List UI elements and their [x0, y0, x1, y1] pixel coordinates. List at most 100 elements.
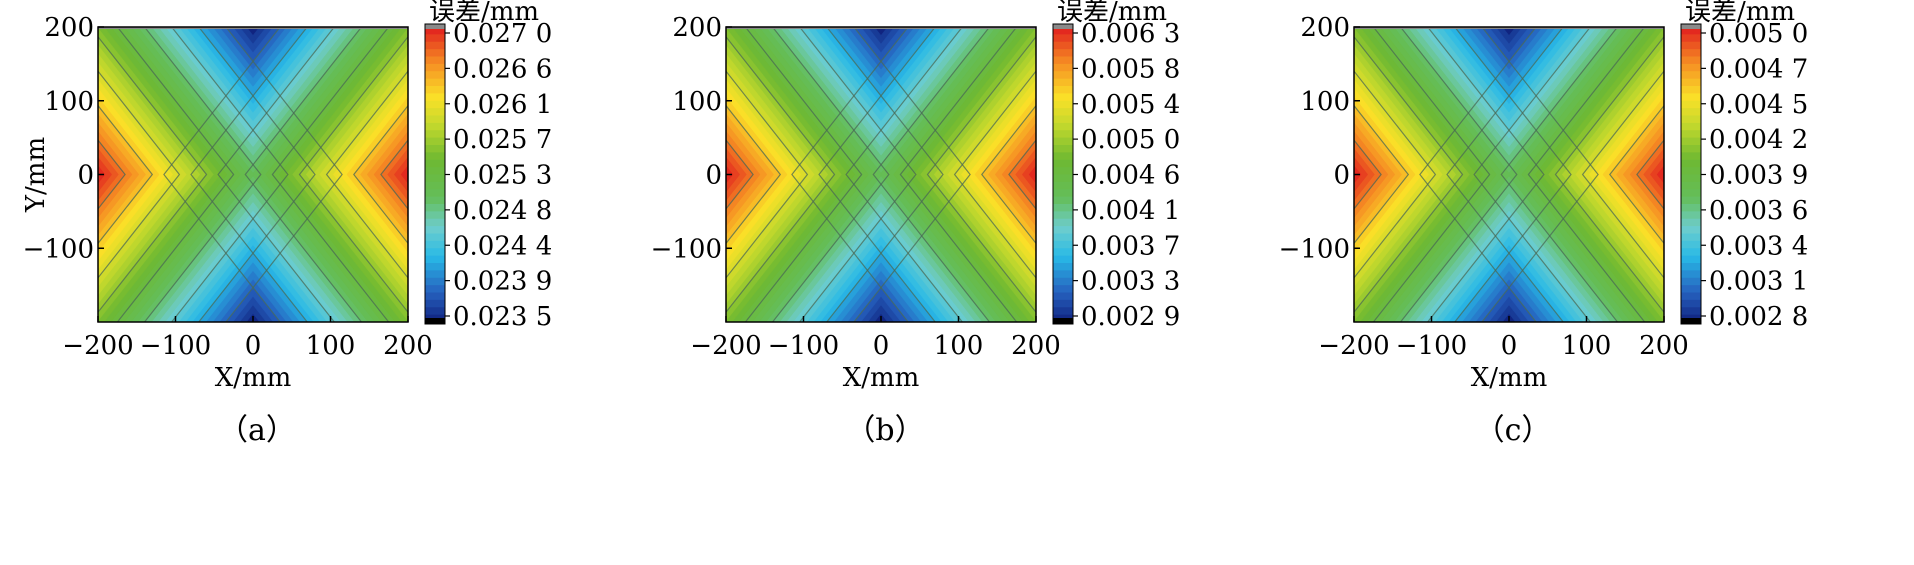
contour-line [380, 139, 408, 210]
x-tick-label: 100 [934, 331, 984, 361]
contour-line [1008, 139, 1036, 210]
colorbar-step [1053, 240, 1073, 249]
colorbar-step [425, 248, 445, 257]
colorbar-step [425, 270, 445, 279]
chart-panel-a: −200 −100 0 100 200 200 100 0 −100 X/mm Y/mm 0.027 … [0, 0, 640, 561]
colorbar-tick-label: 0.003 3 [1081, 267, 1180, 297]
colorbar-step [1681, 181, 1701, 190]
colorbar-step [1681, 130, 1701, 139]
colorbar-tick-label: 0.005 4 [1081, 90, 1180, 120]
colorbar-step [425, 100, 445, 109]
colorbar-step [1681, 41, 1701, 50]
contour-line [1399, 27, 1518, 322]
colorbar-step [1053, 255, 1073, 264]
colorbar-tick-label: 0.025 7 [453, 125, 552, 155]
colorbar-step [425, 226, 445, 235]
y-tick-label: 200 [1300, 13, 1350, 43]
colorbar-step [1053, 93, 1073, 102]
colorbar-step [1053, 196, 1073, 205]
colorbar-step [425, 122, 445, 131]
y-tick-label: −100 [1279, 234, 1350, 264]
colorbar-step [1053, 292, 1073, 301]
colorbar-step [1053, 277, 1073, 286]
colorbar-step [1053, 56, 1073, 65]
colorbar-step [425, 137, 445, 146]
contour-line [1473, 27, 1592, 322]
colorbar-under-cap [1681, 318, 1701, 324]
contour-line [1554, 35, 1664, 314]
colorbar-step [1053, 63, 1073, 72]
colorbar-step [425, 56, 445, 65]
y-tick-label: 200 [44, 13, 94, 43]
colorbar-step [1681, 285, 1701, 294]
contour-line [818, 27, 937, 322]
y-tick-label: −100 [651, 234, 722, 264]
contour-line [1419, 27, 1537, 322]
colorbar-step [1681, 56, 1701, 65]
contour-line [798, 27, 917, 322]
colorbar-step [425, 285, 445, 294]
y-tick-label: 0 [705, 161, 722, 191]
contour-line [98, 70, 181, 279]
contour-line [1372, 27, 1491, 322]
contour-band [1028, 165, 1036, 184]
contour-line [1354, 70, 1437, 279]
colorbar-tick-label: 0.025 3 [453, 161, 552, 191]
x-tick-label: 0 [245, 331, 262, 361]
contour-line [1636, 139, 1664, 210]
colorbar-tick-label: 0.002 8 [1709, 302, 1808, 332]
colorbar-step [425, 277, 445, 286]
colorbar-step [425, 63, 445, 72]
colorbar-step [1681, 248, 1701, 257]
y-tick-label: 100 [672, 87, 722, 117]
x-tick-label: −200 [690, 331, 761, 361]
colorbar-step [1053, 100, 1073, 109]
contour-line [726, 139, 754, 210]
colorbar-step [1053, 71, 1073, 80]
colorbar-tick-label: 0.005 0 [1709, 19, 1808, 49]
colorbar-step [1053, 34, 1073, 43]
colorbar-step [425, 78, 445, 87]
colorbar-step [1681, 108, 1701, 117]
colorbar-tick-label: 0.004 1 [1081, 196, 1180, 226]
colorbar-step [1053, 167, 1073, 176]
plot-top-edge [1354, 27, 1664, 29]
colorbar-step [1053, 115, 1073, 124]
colorbar-step [425, 86, 445, 94]
colorbar-step [1053, 41, 1073, 50]
colorbar-tick-label: 0.024 4 [453, 231, 552, 261]
colorbar-step [425, 233, 445, 242]
colorbar-step [1681, 204, 1701, 212]
contour-line [298, 35, 408, 314]
colorbar-step [425, 93, 445, 102]
colorbar-tick-label: 0.005 8 [1081, 54, 1180, 84]
colorbar-step [1053, 270, 1073, 279]
x-tick-label: 100 [1562, 331, 1612, 361]
colorbar-step [425, 240, 445, 249]
x-axis-title: X/mm [1471, 363, 1548, 393]
colorbar-tick-label: 0.003 9 [1709, 161, 1808, 191]
colorbar-step [425, 218, 445, 227]
contour-line [116, 27, 235, 322]
contour-line [726, 35, 836, 314]
contour-line [1354, 35, 1464, 314]
y-axis-title: Y/mm [21, 137, 51, 213]
contour-line [726, 70, 809, 279]
colorbar-step [1681, 226, 1701, 235]
colorbar-step [1681, 277, 1701, 286]
contour-line [726, 104, 782, 245]
contour-line [1446, 27, 1565, 322]
colorbar-step [425, 34, 445, 43]
plot-top-edge [98, 27, 408, 29]
colorbar-over-cap [1053, 24, 1073, 29]
contour-line [853, 27, 971, 322]
x-tick-label: 100 [306, 331, 356, 361]
colorbar-step [425, 115, 445, 124]
colorbar-tick-label: 0.003 6 [1709, 196, 1808, 226]
colorbar-step [1053, 181, 1073, 190]
colorbar-step [1681, 263, 1701, 271]
colorbar-step [425, 263, 445, 271]
colorbar-step [1053, 218, 1073, 227]
colorbar-tick-label: 0.023 9 [453, 267, 552, 297]
